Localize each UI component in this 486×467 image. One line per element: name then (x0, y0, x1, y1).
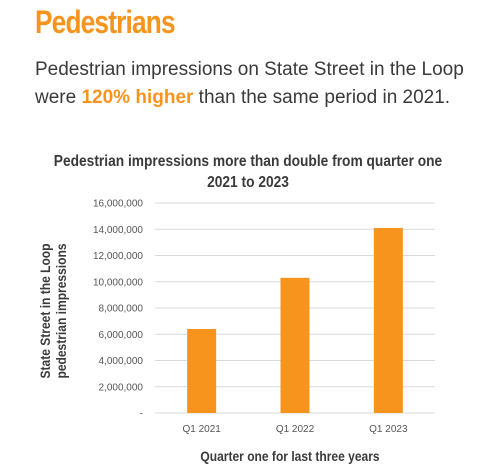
y-axis-title-line: pedestrian impressions (53, 243, 69, 378)
y-axis-title-line: State Street in the Loop (37, 243, 53, 378)
y-tick-label: 10,000,000 (93, 277, 143, 288)
y-tick-label: 6,000,000 (99, 330, 144, 341)
y-tick-label: 4,000,000 (99, 356, 144, 367)
y-axis-title: State Street in the Looppedestrian impre… (37, 243, 69, 378)
page-heading: Pedestrians (35, 4, 176, 40)
y-tick-label: - (140, 409, 143, 420)
y-tick-label: 16,000,000 (93, 199, 143, 210)
y-tick-label: 8,000,000 (99, 304, 144, 315)
intro-text-end: than the same period in 2021. (193, 87, 451, 108)
bar (280, 277, 310, 413)
chart-title: Pedestrian impressions more than double … (53, 153, 443, 191)
x-tick-label: Q1 2021 (182, 424, 221, 435)
bar (187, 329, 217, 413)
intro-highlight: 120% higher (81, 87, 194, 108)
x-tick-label: Q1 2023 (369, 424, 408, 435)
y-tick-label: 2,000,000 (99, 382, 144, 393)
intro-text-start: Pedestrian impressions on State Street i… (35, 59, 464, 108)
x-axis-title: Quarter one for last three years (200, 448, 379, 464)
y-tick-label: 14,000,000 (93, 225, 143, 236)
y-tick-label: 12,000,000 (93, 251, 143, 262)
bar (373, 227, 403, 413)
x-tick-label: Q1 2022 (276, 424, 315, 435)
intro-text: Pedestrian impressions on State Street i… (35, 56, 475, 112)
